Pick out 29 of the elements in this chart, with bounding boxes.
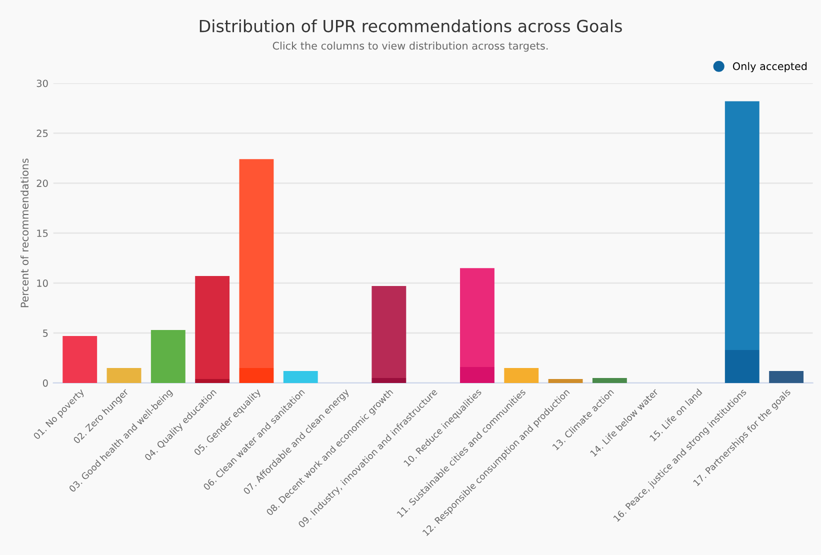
bar [283, 370, 318, 383]
y-tick-label: 20 [36, 180, 48, 187]
bar [548, 378, 583, 383]
chart-subtitle: Click the columns to view distribution across targets. [272, 42, 548, 52]
bar [195, 276, 230, 379]
bar [62, 336, 98, 383]
y-axis-title: Percent of recommendations [20, 158, 29, 308]
bar [372, 378, 406, 383]
y-tick-label: 5 [43, 330, 48, 337]
bar [724, 101, 760, 350]
y-tick-label: 30 [36, 80, 48, 88]
bar [592, 378, 627, 383]
y-tick-label: 25 [36, 130, 48, 138]
bar [504, 368, 539, 383]
chart-title: Distribution of UPR recommendations across Goals [200, 19, 622, 32]
bar [724, 350, 760, 383]
bar [106, 368, 142, 383]
y-tick-label: 0 [42, 379, 48, 387]
bar [460, 268, 494, 367]
bar [150, 330, 186, 383]
bar [769, 370, 804, 383]
bar [195, 378, 230, 383]
bar [239, 368, 274, 383]
bar [372, 286, 406, 378]
y-tick-label: 10 [37, 280, 48, 287]
bar [460, 366, 494, 383]
y-tick-label: 15 [37, 230, 48, 237]
bar [239, 159, 274, 368]
legend-label: Only accepted [732, 62, 807, 72]
